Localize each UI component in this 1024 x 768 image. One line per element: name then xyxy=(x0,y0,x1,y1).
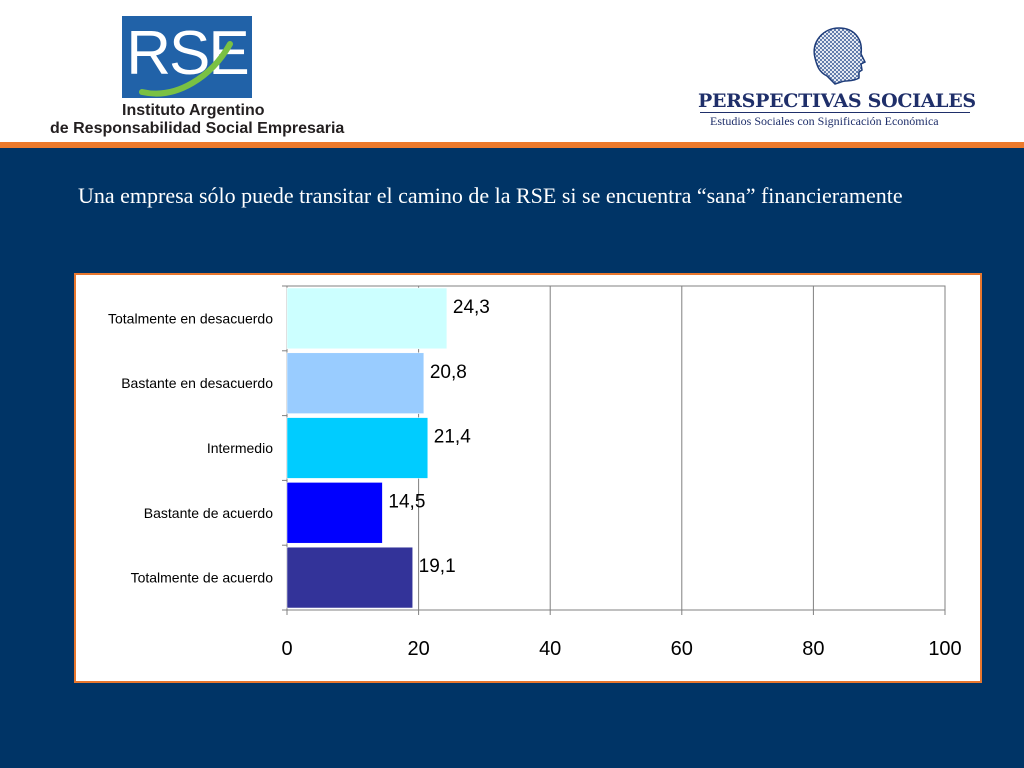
bar-chart: Totalmente en desacuerdo 24,3 Bastante en … xyxy=(108,285,962,660)
rse-swoosh-icon xyxy=(139,41,233,97)
rse-logo-letters: RSE xyxy=(126,19,249,88)
slide-header: RSE Instituto Argentino de Responsabilid… xyxy=(0,0,1024,142)
category-label: Bastante de acuerdo xyxy=(144,505,273,521)
chart-panel: Totalmente en desacuerdo 24,3 Bastante en … xyxy=(74,273,982,683)
x-tick-label: 80 xyxy=(802,638,824,660)
bar xyxy=(286,417,429,479)
x-tick-label: 40 xyxy=(539,638,561,660)
data-label: 24,3 xyxy=(453,297,490,318)
perspectivas-divider xyxy=(700,112,970,113)
data-label: 20,8 xyxy=(430,362,467,383)
x-tick-label: 0 xyxy=(281,638,292,660)
x-tick-label: 100 xyxy=(928,638,961,660)
data-label: 19,1 xyxy=(419,556,456,577)
bar xyxy=(286,546,413,609)
perspectivas-title: PERSPECTIVAS SOCIALES xyxy=(698,90,976,112)
category-label: Totalmente de acuerdo xyxy=(131,570,274,586)
rse-logo-line2: de Responsabilidad Social Empresaria xyxy=(50,120,345,137)
bar xyxy=(286,482,383,544)
bar xyxy=(286,287,448,350)
head-wireframe-icon xyxy=(813,27,867,85)
x-tick-label: 60 xyxy=(671,638,693,660)
header-divider xyxy=(0,142,1024,148)
slide-title: Una empresa sólo puede transitar el cami… xyxy=(78,183,903,208)
category-label: Totalmente en desacuerdo xyxy=(108,310,273,326)
data-label: 21,4 xyxy=(434,427,471,448)
category-label: Intermedio xyxy=(207,440,273,456)
bar xyxy=(286,352,425,414)
rse-logo-line1: Instituto Argentino xyxy=(122,102,265,119)
data-label: 14,5 xyxy=(388,491,425,512)
x-tick-label: 20 xyxy=(407,638,429,660)
perspectivas-subtitle: Estudios Sociales con Significación Econ… xyxy=(710,114,939,128)
category-label: Bastante en desacuerdo xyxy=(121,375,273,391)
rse-logo: RSE xyxy=(122,16,252,98)
